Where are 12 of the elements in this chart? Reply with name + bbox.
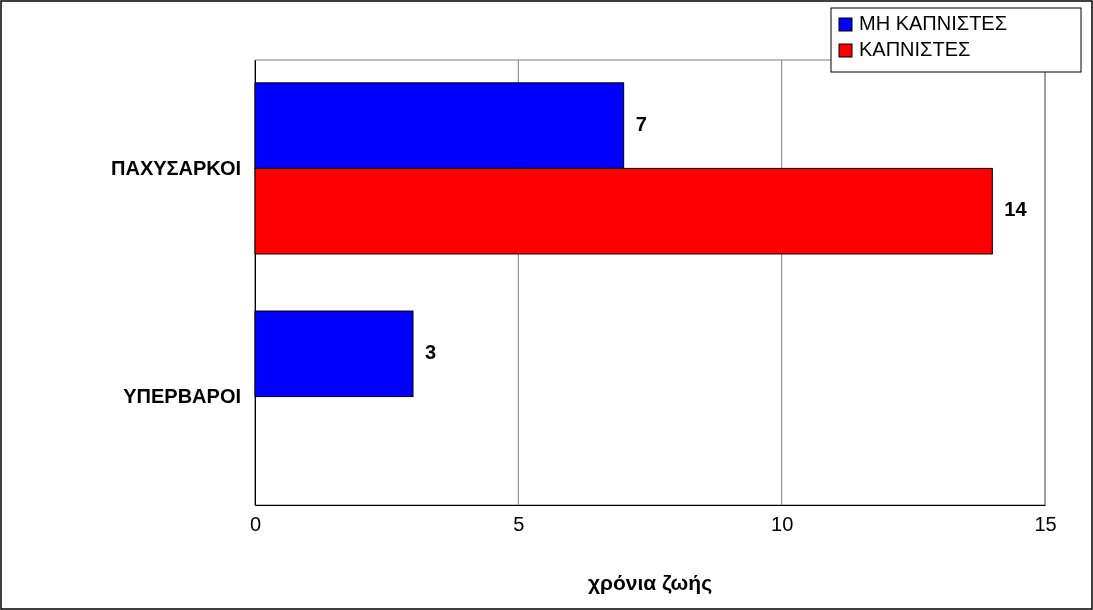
x-tick-label: 5 — [513, 513, 525, 536]
y-tick-label: ΠΑΧΥΣΑΡΚΟΙ — [111, 156, 241, 179]
data-label: 14 — [1004, 198, 1028, 221]
legend-label: ΚΑΠΝΙΣΤΕΣ — [859, 38, 971, 61]
x-tick-label: 10 — [771, 513, 794, 536]
x-tick-label: 0 — [249, 513, 262, 536]
legend-label: ΜΗ ΚΑΠΝΙΣΤΕΣ — [859, 12, 1008, 35]
y-tick-label: ΥΠΕΡΒΑΡΟΙ — [123, 385, 241, 407]
data-label: 3 — [425, 341, 437, 364]
x-tick-label: 15 — [1034, 513, 1057, 536]
data-label: 7 — [635, 112, 647, 135]
x-axis-title: χρόνια ζωής — [587, 571, 713, 595]
